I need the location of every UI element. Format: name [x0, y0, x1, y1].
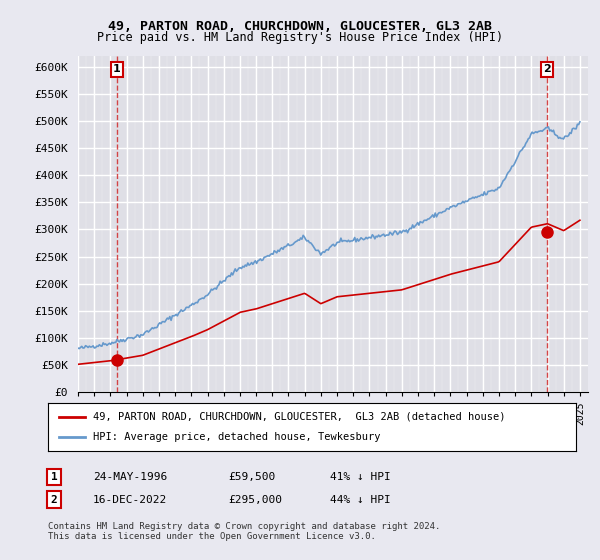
- Text: HPI: Average price, detached house, Tewkesbury: HPI: Average price, detached house, Tewk…: [93, 432, 380, 442]
- Text: £59,500: £59,500: [228, 472, 275, 482]
- Text: 1: 1: [113, 64, 121, 74]
- Text: 49, PARTON ROAD, CHURCHDOWN, GLOUCESTER,  GL3 2AB (detached house): 49, PARTON ROAD, CHURCHDOWN, GLOUCESTER,…: [93, 412, 505, 422]
- Text: 16-DEC-2022: 16-DEC-2022: [93, 494, 167, 505]
- Text: Price paid vs. HM Land Registry's House Price Index (HPI): Price paid vs. HM Land Registry's House …: [97, 31, 503, 44]
- Text: 49, PARTON ROAD, CHURCHDOWN, GLOUCESTER, GL3 2AB: 49, PARTON ROAD, CHURCHDOWN, GLOUCESTER,…: [108, 20, 492, 32]
- Text: 2: 2: [543, 64, 551, 74]
- Text: 2: 2: [50, 494, 58, 505]
- Text: Contains HM Land Registry data © Crown copyright and database right 2024.
This d: Contains HM Land Registry data © Crown c…: [48, 522, 440, 542]
- Text: £295,000: £295,000: [228, 494, 282, 505]
- Text: 44% ↓ HPI: 44% ↓ HPI: [330, 494, 391, 505]
- Text: 41% ↓ HPI: 41% ↓ HPI: [330, 472, 391, 482]
- Text: 24-MAY-1996: 24-MAY-1996: [93, 472, 167, 482]
- Text: 1: 1: [50, 472, 58, 482]
